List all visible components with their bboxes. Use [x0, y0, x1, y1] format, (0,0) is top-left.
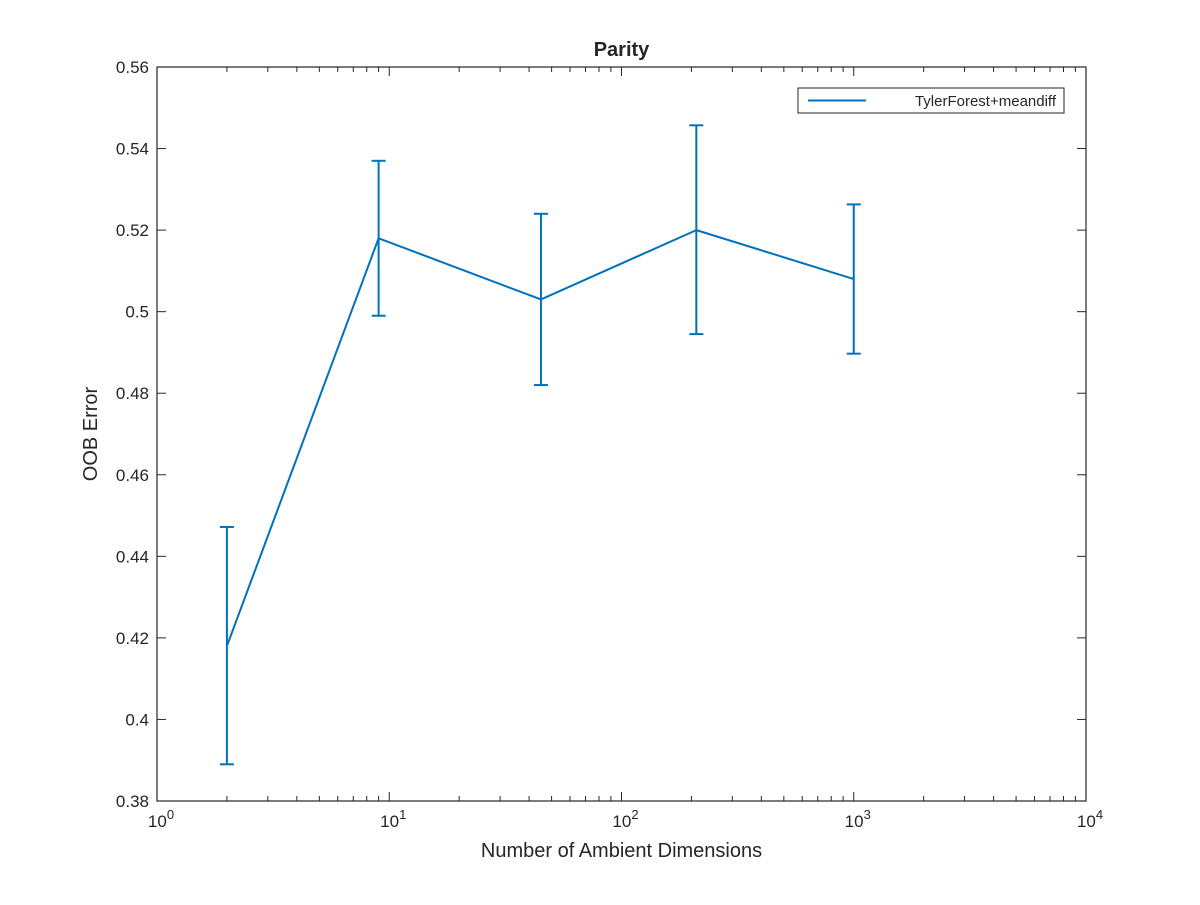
error-bar — [219, 525, 234, 766]
y-tick-label: 0.42 — [116, 629, 149, 648]
y-tick-label: 0.4 — [125, 710, 149, 729]
x-tick-label-exponent: 2 — [631, 807, 638, 822]
x-tick-label: 103 — [845, 807, 871, 831]
x-tick-label-exponent: 0 — [167, 807, 174, 822]
x-tick-label-base: 10 — [148, 812, 167, 831]
x-tick-label-base: 10 — [612, 812, 631, 831]
x-tick-label: 101 — [380, 807, 406, 831]
x-tick-label-exponent: 1 — [399, 807, 406, 822]
y-tick-label: 0.48 — [116, 384, 149, 403]
x-tick-label: 100 — [148, 807, 174, 831]
x-tick-label-base: 10 — [845, 812, 864, 831]
x-tick-label: 102 — [612, 807, 638, 831]
y-tick-label: 0.56 — [116, 58, 149, 77]
plot-frame — [156, 66, 1087, 802]
y-tick-label: 0.5 — [125, 303, 149, 322]
y-tick-label: 0.44 — [116, 547, 149, 566]
x-tick-label-exponent: 4 — [1096, 807, 1103, 822]
error-bar — [689, 124, 704, 336]
error-bar — [371, 159, 386, 317]
plot-area — [157, 67, 1086, 801]
chart-title: Parity — [594, 39, 650, 61]
legend: TylerForest+meandiff — [797, 87, 1065, 114]
x-tick-label: 104 — [1077, 807, 1103, 831]
y-tick-label: 0.54 — [116, 140, 149, 159]
y-tick-label: 0.38 — [116, 792, 149, 811]
x-tick-label-base: 10 — [1077, 812, 1096, 831]
legend-label: TylerForest+meandiff — [915, 93, 1057, 110]
x-tick-label-exponent: 3 — [864, 807, 871, 822]
ticks-layer: 0.380.40.420.440.460.480.50.520.540.5610… — [116, 58, 1103, 831]
x-tick-label-base: 10 — [380, 812, 399, 831]
y-axis-label: OOB Error — [80, 386, 102, 481]
error-bar — [846, 203, 861, 355]
y-tick-label: 0.52 — [116, 221, 149, 240]
series-layer — [219, 124, 861, 766]
error-bar — [533, 212, 548, 387]
x-axis-label: Number of Ambient Dimensions — [481, 840, 762, 862]
y-tick-label: 0.46 — [116, 466, 149, 485]
